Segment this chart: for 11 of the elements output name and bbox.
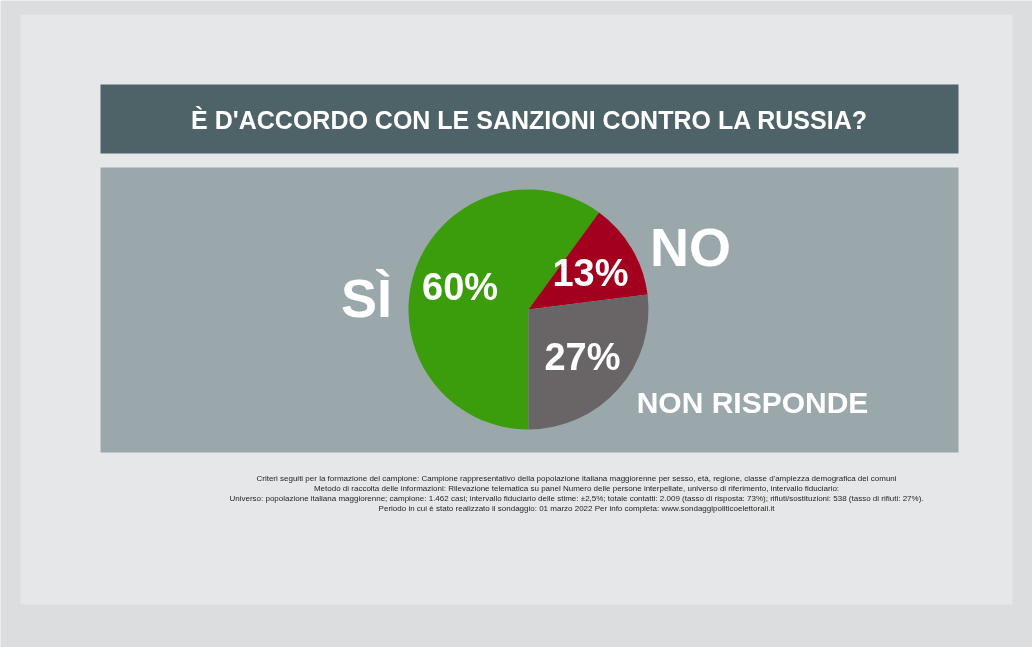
data-label: 27%	[544, 336, 621, 379]
text: Criteri seguiti per la formazione del campione: Campione rappresentativo della popolazione italiana maggiorenne per sesso, età, regione, classe d'ampiezza demografica dei comuni	[256, 474, 897, 483]
chart-title: È D'ACCORDO CON LE SANZIONI CONTRO LA RUSSIA?	[191, 105, 867, 134]
text: Universo: popolazione italiana maggiorenne; campione: 1.462 casi; intervallo fiduciario delle stime: ±2,5%; totale contatti: 2.009 (tasso di risposta: 73%); rifiuti/sostituzioni: 538 (tasso di rifiuti: 27%).	[229, 494, 924, 503]
slice-label: NO	[650, 216, 731, 277]
data-label: 13%	[552, 251, 629, 294]
slice-label: SÌ	[340, 267, 393, 328]
data-label: 60%	[422, 266, 499, 309]
text: Metodo di raccolta delle informazioni: Rilevazione telematica su panel Numero delle persone interpellate, universo di riferimento, intervallo fiduciario:	[313, 484, 840, 493]
text: Periodo in cui è stato realizzato il sondaggio: 01 marzo 2022 Per info completa: www.sondaggipoliticoelettorali.it	[378, 504, 776, 513]
slice-label: NON RISPONDE	[636, 386, 869, 419]
